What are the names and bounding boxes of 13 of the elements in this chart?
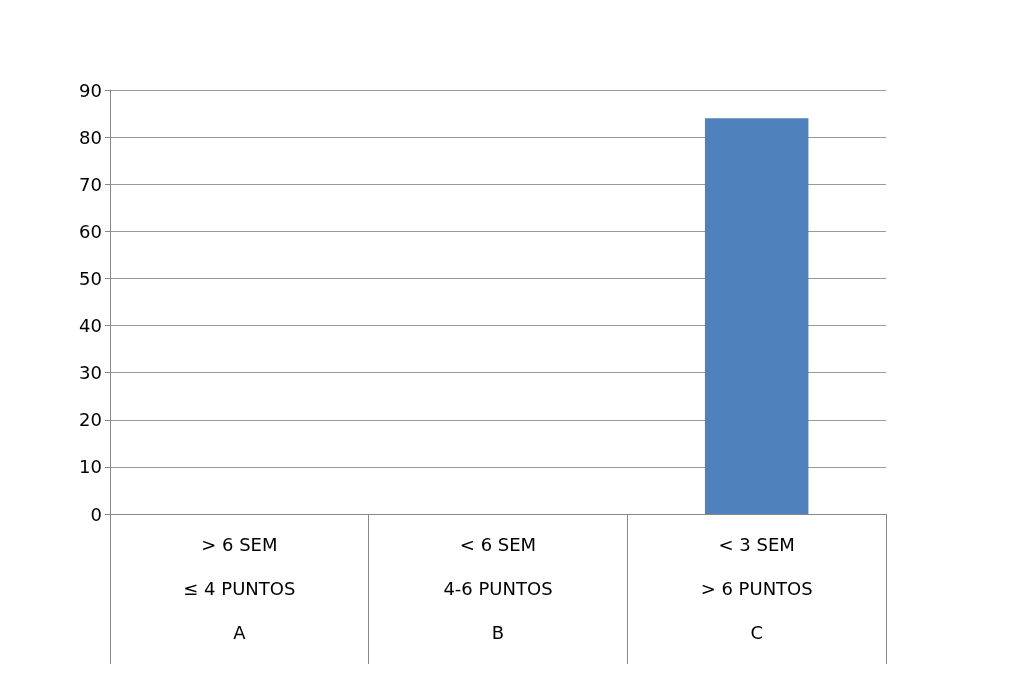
- category-label: > 6 SEM ≤ 4 PUNTOS A: [183, 533, 296, 643]
- y-tick-label: 20: [79, 409, 102, 431]
- y-tick-label: 10: [79, 456, 102, 478]
- y-tick-label: 30: [79, 362, 102, 384]
- y-tick-label: 50: [79, 267, 102, 289]
- y-tick-label: 60: [79, 220, 102, 242]
- y-tick-label: 40: [79, 315, 102, 337]
- y-tick-label: 80: [79, 126, 102, 148]
- y-tick-label: 0: [90, 503, 102, 525]
- y-tick-label: 70: [79, 173, 102, 195]
- category-label: < 3 SEM > 6 PUNTOS C: [700, 533, 813, 643]
- category-label: < 6 SEM 4-6 PUNTOS B: [443, 533, 553, 643]
- y-tick-label: 90: [79, 79, 102, 101]
